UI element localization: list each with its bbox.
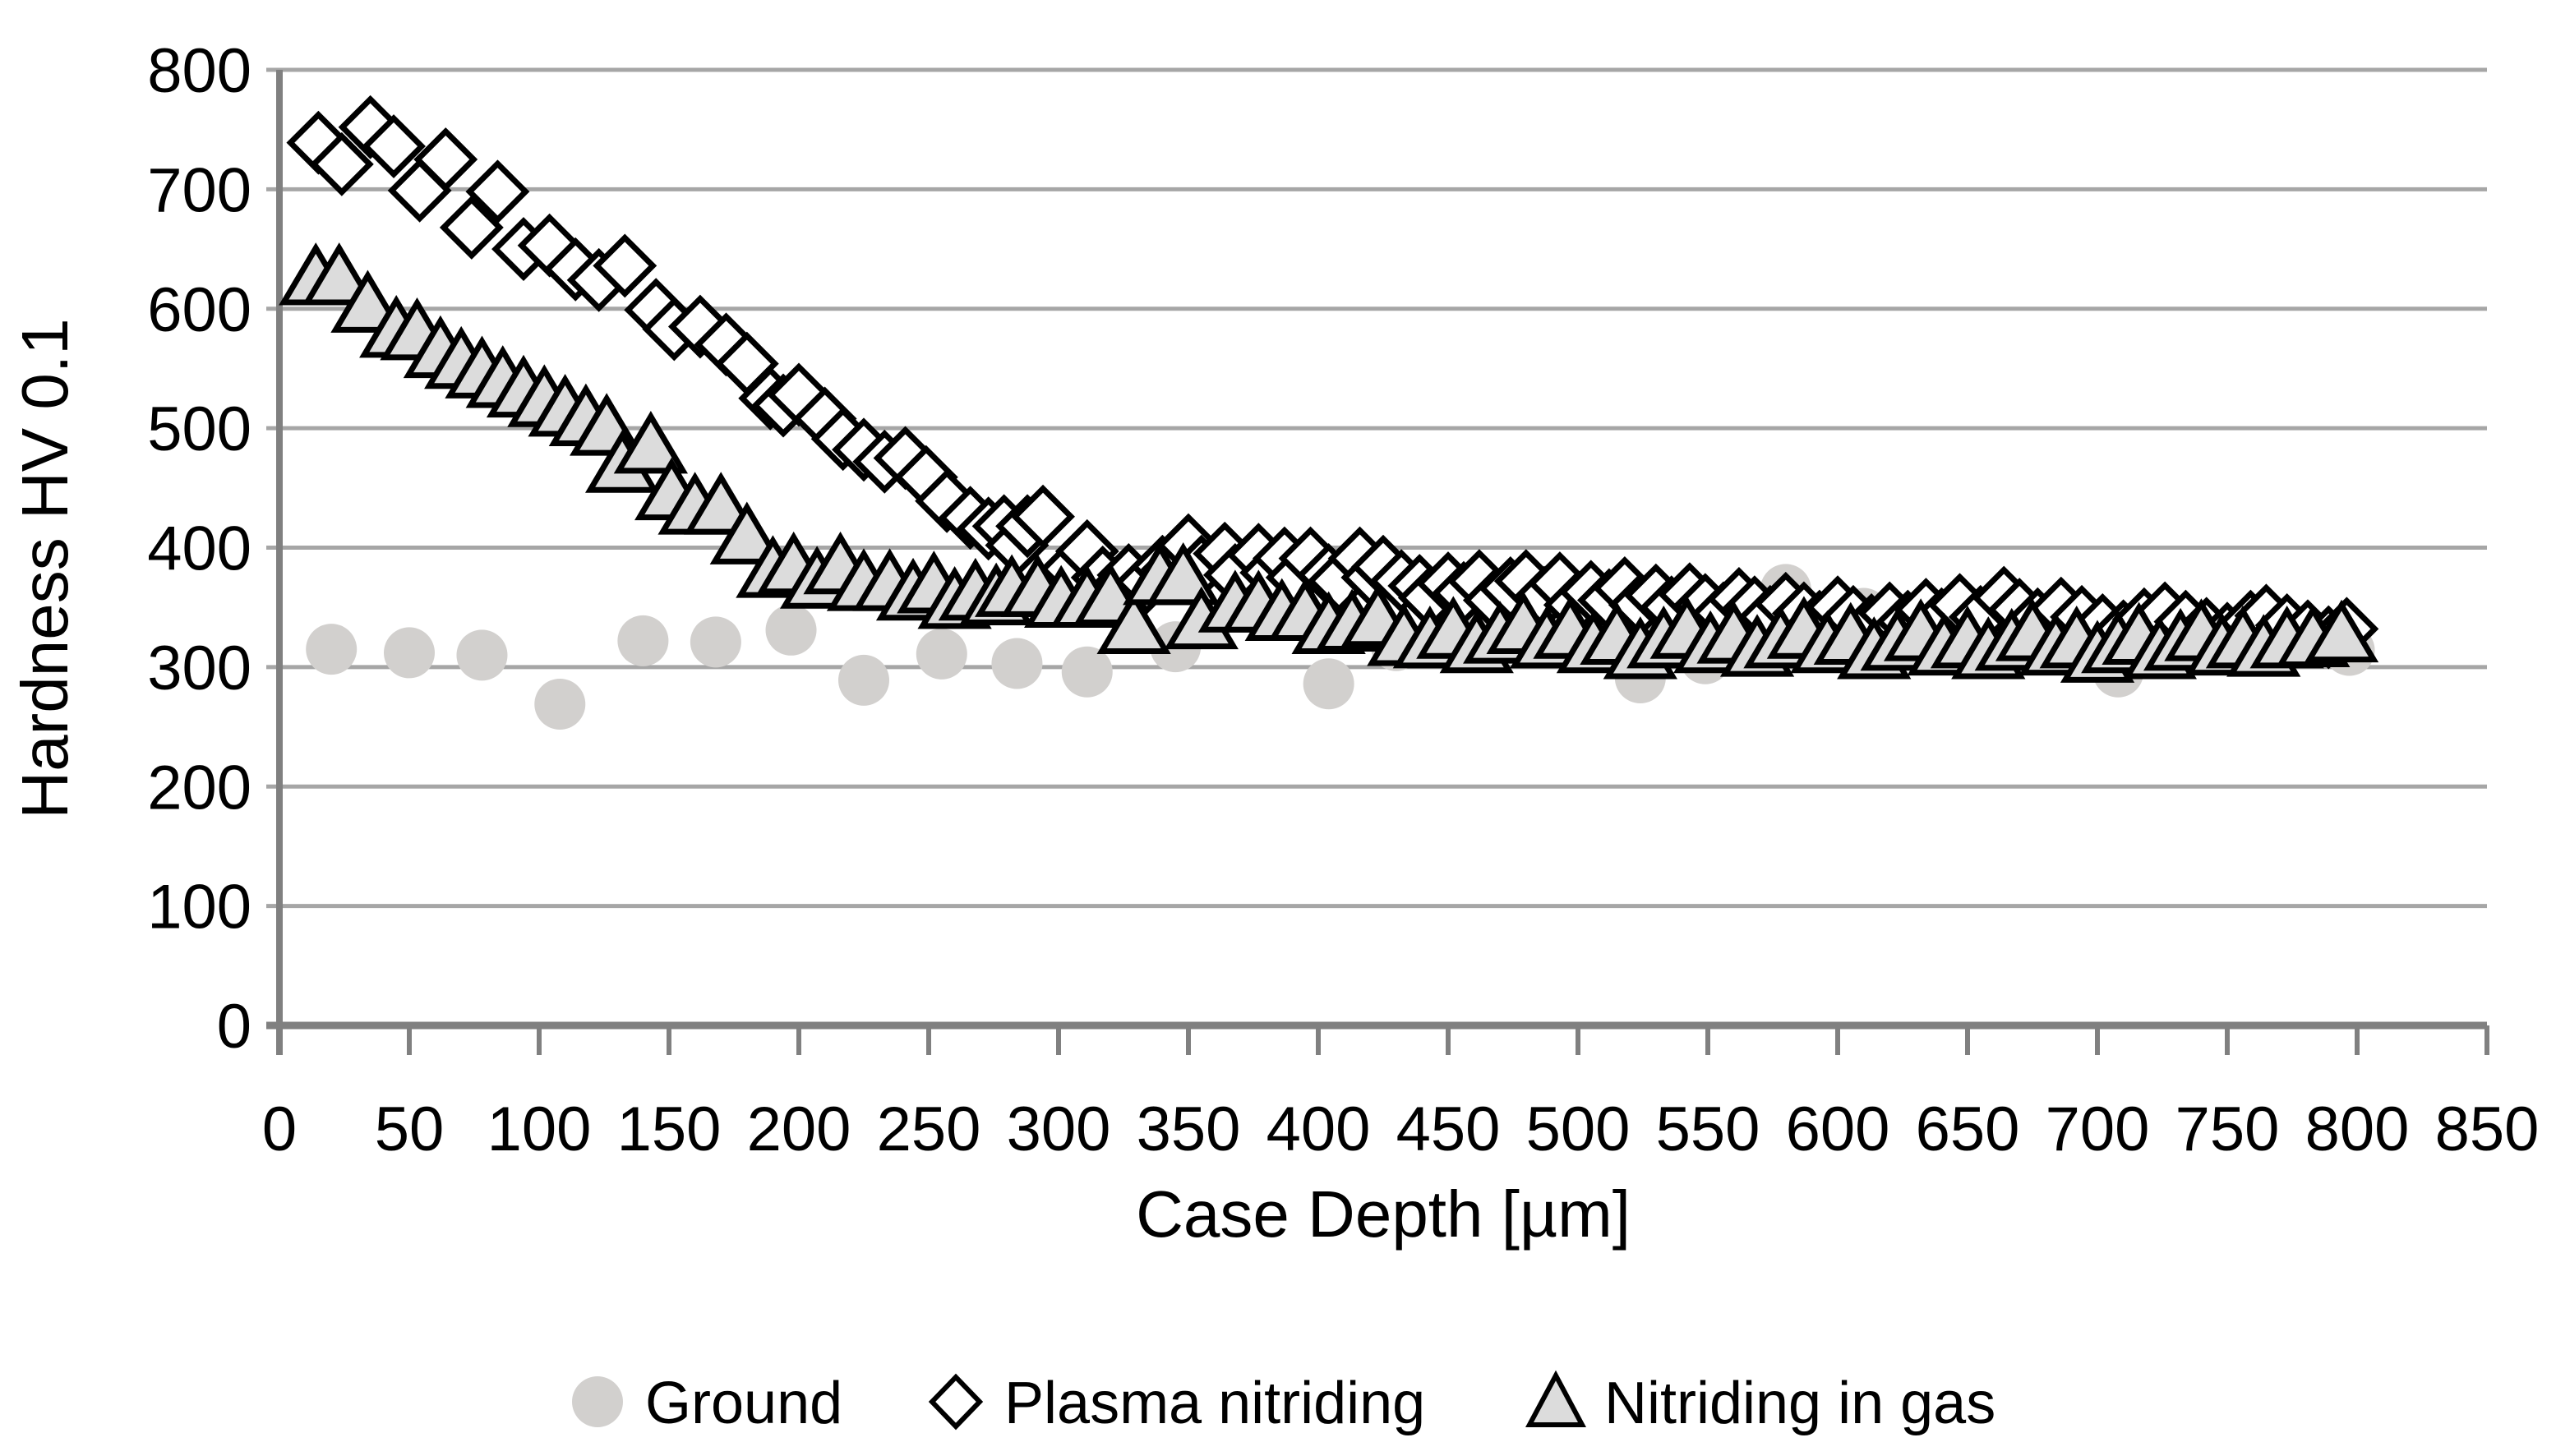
legend-label-plasma-nitriding: Plasma nitriding — [1004, 1371, 1425, 1436]
x-tick-label: 150 — [617, 1094, 722, 1164]
x-tick-label: 800 — [2305, 1094, 2410, 1164]
data-point-marker — [456, 629, 508, 681]
x-tick-label: 0 — [262, 1094, 297, 1164]
data-point-marker — [302, 242, 376, 306]
y-axis-tick-labels: 0 100 200 300 400 500 600 700 800 — [147, 36, 251, 1062]
x-tick-label: 850 — [2435, 1094, 2540, 1164]
x-axis-tick-labels: 0 50 100 150 200 250 300 350 400 450 500 550 600 650 7… — [262, 1094, 2540, 1164]
y-tick-label: 400 — [147, 514, 251, 584]
legend-item-nitriding-in-gas: Nitriding in gas — [1525, 1370, 1995, 1436]
data-point-marker — [690, 616, 741, 668]
y-tick-label: 700 — [147, 155, 251, 225]
legend-label-ground: Ground — [645, 1371, 842, 1436]
data-point-marker — [309, 131, 374, 196]
data-point-marker — [534, 678, 586, 730]
data-point-marker — [684, 472, 759, 535]
x-tick-label: 50 — [375, 1094, 445, 1164]
data-point-marker — [1096, 591, 1171, 654]
data-point-marker — [765, 604, 817, 656]
data-point-marker — [916, 628, 967, 680]
data-point-marker — [362, 114, 426, 178]
gridlines — [266, 67, 2487, 909]
x-tick-label: 450 — [1396, 1094, 1501, 1164]
data-point-marker — [1061, 646, 1113, 698]
legend-item-ground: Ground — [572, 1371, 842, 1436]
x-axis-title: Case Depth [µm] — [1136, 1177, 1631, 1251]
x-tick-label: 700 — [2046, 1094, 2150, 1164]
data-points — [279, 94, 2379, 730]
data-point-marker — [709, 501, 784, 564]
data-point-marker — [306, 624, 358, 675]
y-tick-label: 100 — [147, 873, 251, 942]
x-tick-label: 100 — [487, 1094, 592, 1164]
data-point-marker — [617, 615, 669, 666]
data-point-marker — [838, 654, 889, 706]
y-tick-label: 200 — [147, 753, 251, 822]
data-point-marker — [1146, 541, 1220, 606]
gas-triangle-icon — [1525, 1370, 1586, 1427]
x-tick-label: 200 — [747, 1094, 851, 1164]
legend-label-nitriding-in-gas: Nitriding in gas — [1604, 1371, 1995, 1436]
legend: Ground Plasma nitriding Nitriding in gas — [572, 1370, 1995, 1436]
series-nitriding-in-gas — [279, 242, 2379, 683]
y-tick-label: 500 — [147, 394, 251, 464]
x-tick-label: 300 — [1007, 1094, 1111, 1164]
data-point-marker — [413, 127, 478, 191]
y-tick-label: 800 — [147, 36, 251, 106]
data-point-marker — [593, 233, 657, 298]
x-tick-label: 350 — [1137, 1094, 1241, 1164]
x-tick-label: 600 — [1786, 1094, 1890, 1164]
data-point-marker — [991, 638, 1043, 689]
plasma-diamond-icon — [928, 1373, 984, 1431]
data-point-marker — [1011, 484, 1075, 549]
y-tick-label: 600 — [147, 275, 251, 345]
data-point-marker — [439, 195, 504, 260]
y-axis-title: Hardness HV 0.1 — [8, 318, 81, 818]
y-tick-label: 300 — [147, 634, 251, 703]
data-point-marker — [613, 411, 689, 474]
y-tick-label: 0 — [217, 992, 251, 1062]
data-point-marker — [1303, 658, 1354, 710]
x-tick-label: 650 — [1916, 1094, 2020, 1164]
x-tick-label: 400 — [1266, 1094, 1371, 1164]
x-tick-label: 750 — [2175, 1094, 2280, 1164]
data-point-marker — [384, 627, 435, 679]
x-tick-label: 500 — [1526, 1094, 1631, 1164]
data-point-marker — [465, 159, 530, 224]
legend-item-plasma-nitriding: Plasma nitriding — [928, 1371, 1425, 1436]
x-tick-label: 550 — [1656, 1094, 1760, 1164]
x-tick-label: 250 — [877, 1094, 981, 1164]
data-point-marker — [2304, 599, 2379, 663]
axes — [266, 70, 2489, 1055]
ground-circle-icon — [572, 1376, 623, 1427]
